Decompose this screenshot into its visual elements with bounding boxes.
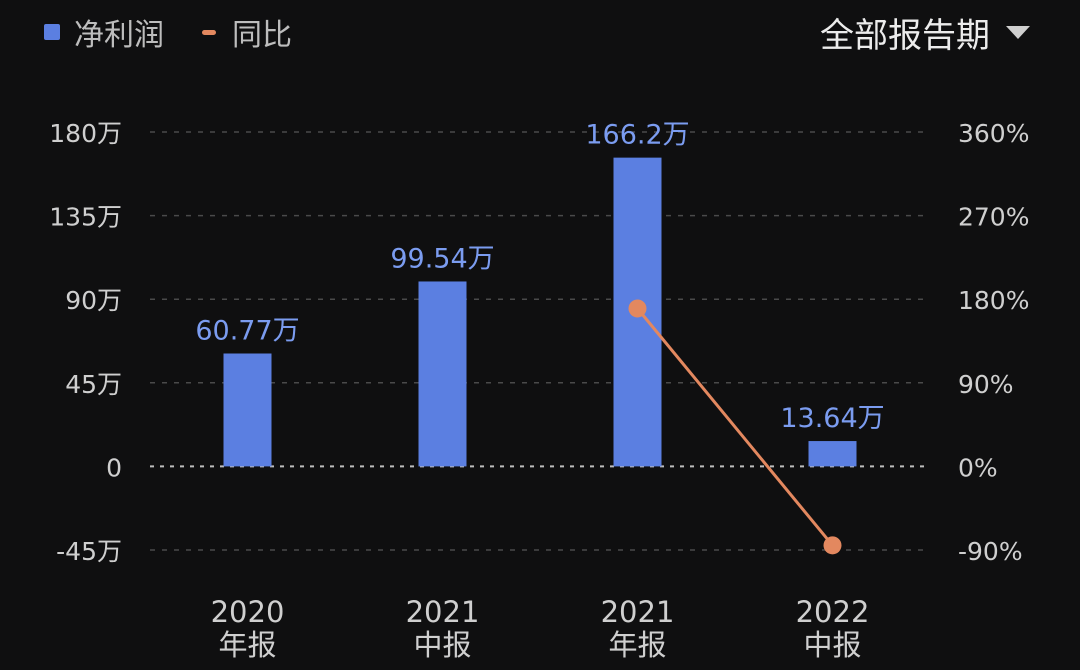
legend-bar-swatch bbox=[44, 24, 60, 40]
y-left-tick-label: -45万 bbox=[56, 537, 122, 566]
period-dropdown[interactable]: 全部报告期 bbox=[820, 10, 1030, 56]
yoy-point bbox=[823, 536, 842, 555]
chart-legend: 净利润 同比 bbox=[44, 10, 330, 54]
bar-value-label: 13.64万 bbox=[780, 403, 884, 434]
y-left-tick-label: 0 bbox=[106, 453, 122, 482]
x-tick-label-year: 2021 bbox=[601, 595, 675, 629]
y-left-tick-label: 180万 bbox=[49, 119, 122, 148]
bar-value-label: 60.77万 bbox=[195, 316, 299, 347]
period-dropdown-label: 全部报告期 bbox=[820, 15, 990, 56]
y-right-tick-label: -90% bbox=[958, 537, 1023, 566]
y-right-tick-label: 180% bbox=[958, 286, 1029, 315]
bar-value-label: 99.54万 bbox=[390, 243, 494, 274]
x-tick-label-year: 2022 bbox=[796, 595, 870, 629]
y-right-tick-label: 270% bbox=[958, 203, 1029, 232]
x-tick-label-period: 年报 bbox=[608, 628, 666, 662]
y-right-tick-label: 0% bbox=[958, 453, 998, 482]
y-left-tick-label: 135万 bbox=[49, 203, 122, 232]
x-tick-label-period: 中报 bbox=[803, 628, 861, 662]
bar bbox=[418, 281, 467, 467]
x-tick-label-year: 2020 bbox=[211, 595, 285, 629]
y-right-tick-label: 90% bbox=[958, 370, 1014, 399]
legend-label-yoy: 同比 bbox=[232, 18, 292, 53]
legend-line-swatch bbox=[202, 29, 216, 35]
yoy-line bbox=[636, 307, 834, 547]
bar bbox=[223, 353, 272, 467]
x-tick-label-period: 年报 bbox=[218, 628, 276, 662]
legend-item-yoy[interactable]: 同比 bbox=[202, 10, 292, 54]
y-left-tick-label: 90万 bbox=[65, 286, 122, 315]
triangle-down-icon bbox=[1006, 25, 1030, 39]
x-tick-label-period: 中报 bbox=[413, 628, 471, 662]
x-tick-label-year: 2021 bbox=[406, 595, 480, 629]
legend-item-net-profit[interactable]: 净利润 bbox=[44, 10, 164, 54]
yoy-point bbox=[628, 299, 647, 318]
bar bbox=[808, 441, 857, 467]
bar-value-label: 166.2万 bbox=[585, 120, 689, 151]
y-right-tick-label: 360% bbox=[958, 119, 1029, 148]
y-left-tick-label: 45万 bbox=[65, 370, 122, 399]
legend-label-net-profit: 净利润 bbox=[74, 18, 164, 53]
